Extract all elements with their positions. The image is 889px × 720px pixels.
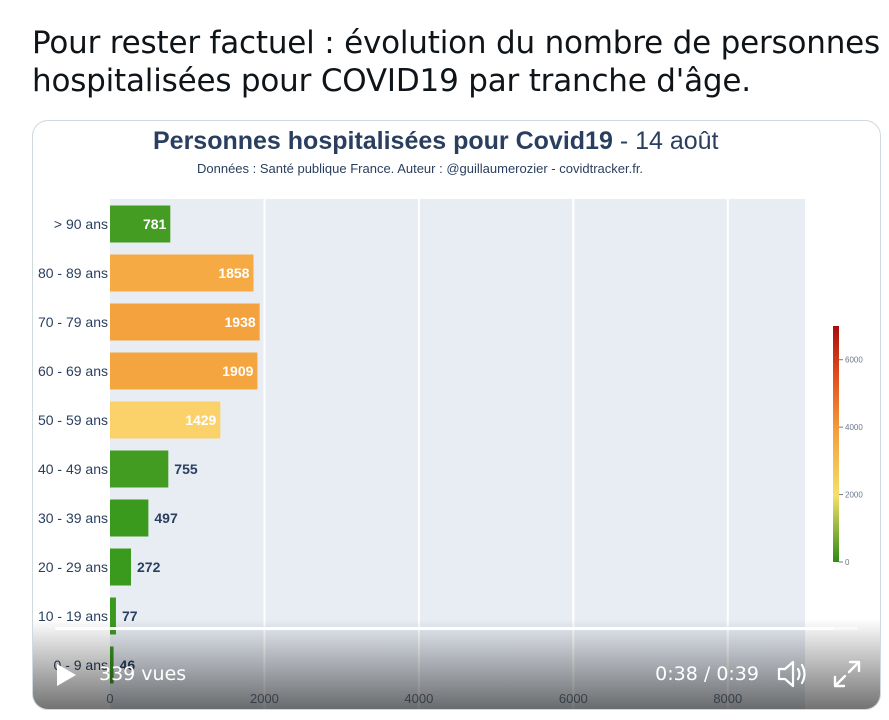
value-label: 755 [174, 461, 198, 477]
video-controls: 339 vues 0:38 / 0:39 [33, 619, 880, 709]
category-label: 70 - 79 ans [38, 314, 108, 330]
video-time: 0:38 / 0:39 [655, 663, 759, 685]
category-label: 40 - 49 ans [38, 461, 108, 477]
colorbar-tick-label: 6000 [845, 356, 863, 365]
play-icon [57, 664, 76, 686]
tweet-text-line-1: Pour rester factuel : évolution du nombr… [32, 25, 880, 61]
bar [110, 548, 132, 586]
value-label: 497 [154, 510, 178, 526]
category-label: 30 - 39 ans [38, 510, 108, 526]
category-label: 20 - 29 ans [38, 559, 108, 575]
chart-title-bold: Personnes hospitalisées pour Covid19 [153, 127, 613, 155]
fullscreen-button[interactable] [832, 659, 862, 689]
colorbar-tick-label: 2000 [845, 491, 863, 500]
play-button[interactable] [55, 663, 77, 687]
category-label: 60 - 69 ans [38, 363, 108, 379]
value-label: 272 [137, 559, 161, 575]
volume-button[interactable] [776, 659, 808, 689]
category-label: 80 - 89 ans [38, 265, 108, 281]
value-label: 1909 [222, 363, 253, 379]
fullscreen-icon [833, 660, 861, 688]
value-label: 1858 [218, 265, 249, 281]
chart-title: Personnes hospitalisées pour Covid19 - 1… [153, 127, 719, 155]
bar [110, 352, 258, 390]
progress-fill [55, 627, 834, 630]
view-count: 339 vues [99, 663, 187, 685]
bar [110, 597, 116, 635]
bar [110, 401, 221, 439]
bar [110, 450, 169, 488]
video-player[interactable]: Personnes hospitalisées pour Covid19 - 1… [32, 120, 881, 710]
value-label: 1938 [225, 314, 256, 330]
bar [110, 205, 171, 243]
colorbar-tick-label: 0 [845, 558, 850, 567]
progress-bar[interactable] [55, 627, 858, 630]
bar [110, 303, 260, 341]
tweet-text-line-2: hospitalisées pour COVID19 par tranche d… [32, 63, 751, 99]
chart-title-date: - 14 août [613, 127, 719, 155]
tweet-text: Pour rester factuel : évolution du nombr… [32, 24, 882, 100]
chart-subtitle: Données : Santé publique France. Auteur … [197, 161, 643, 176]
volume-icon [777, 660, 806, 688]
value-label: 781 [143, 216, 167, 232]
category-label: > 90 ans [54, 216, 108, 232]
category-labels: > 90 ans 80 - 89 ans 70 - 79 ans 60 - 69 an… [38, 216, 108, 673]
colorbar-gradient [833, 326, 839, 562]
bar [110, 254, 254, 292]
value-label: 1429 [185, 412, 216, 428]
colorbar: 0 2000 4000 6000 [833, 326, 863, 567]
colorbar-tick-label: 4000 [845, 423, 863, 432]
category-label: 50 - 59 ans [38, 412, 108, 428]
bar [110, 499, 149, 537]
